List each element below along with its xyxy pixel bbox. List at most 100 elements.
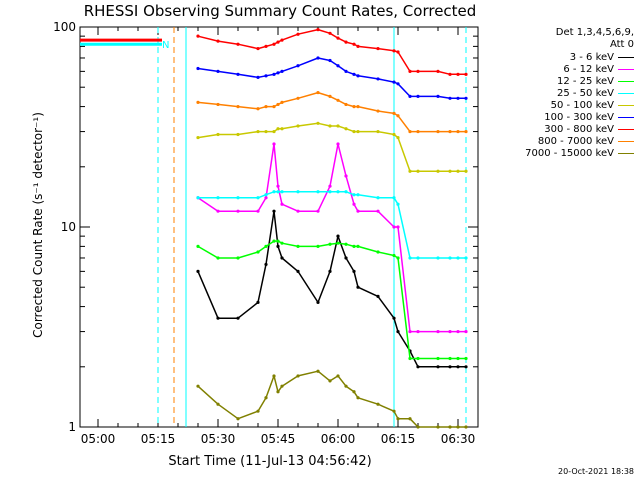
data-point [392,80,396,84]
data-point [336,190,340,194]
data-point [296,32,300,36]
data-point [396,114,400,118]
data-point [392,196,396,200]
data-point [336,98,340,102]
x-tick-label: 05:30 [201,432,236,446]
series-line [197,122,466,172]
data-point [236,132,240,137]
data-point [344,174,348,178]
data-point [196,269,200,273]
data-point [464,329,468,334]
x-tick-label: 06:15 [381,432,416,446]
data-point [448,329,452,334]
data-point [356,209,360,213]
data-point [216,102,220,107]
data-point [272,142,276,146]
data-point [296,209,300,213]
data-point [344,190,348,194]
data-point [352,193,356,197]
data-point [256,107,260,111]
data-point [408,129,412,134]
legend-entry-label: 3 - 6 keV [569,51,614,63]
data-point [336,374,340,378]
data-point [456,72,460,76]
data-point [376,129,380,134]
data-point [376,77,380,81]
data-point [296,374,300,378]
data-point [396,82,400,86]
data-point [272,239,276,243]
series-line [197,370,466,428]
data-point [392,132,396,137]
legend-entry: 3 - 6 keV [474,51,634,63]
data-point [276,71,280,75]
data-point [416,129,420,134]
data-point [436,129,440,134]
data-point [344,127,348,131]
data-point [352,72,356,76]
legend-entry-label: 800 - 7000 keV [537,135,614,147]
data-point [456,425,460,429]
data-point [336,142,340,146]
data-point [448,365,452,369]
data-point [352,390,356,394]
data-point [264,74,268,78]
data-point [464,169,468,173]
data-point [272,374,276,378]
data-point [236,316,240,320]
data-point [216,256,220,260]
data-point [392,49,396,53]
series-line [198,191,466,259]
data-point [464,72,468,76]
legend-swatch [618,128,634,130]
data-point [396,256,400,260]
data-point [356,129,360,134]
data-point [236,256,240,260]
data-point [464,129,468,134]
data-point [408,69,412,73]
data-point [464,356,468,361]
data-point [356,285,360,289]
legend-entry: 25 - 50 keV [474,87,634,99]
legend-entry: 7000 - 15000 keV [474,147,634,159]
data-point [344,69,348,73]
data-point [328,94,332,98]
data-point [436,169,440,173]
x-axis-label: Start Time (11-Jul-13 04:56:42) [168,454,372,469]
data-point [408,94,412,98]
legend-entry: 300 - 800 keV [474,123,634,135]
data-point [464,256,468,260]
data-point [264,396,268,400]
chart-title: RHESSI Observing Summary Count Rates, Co… [83,2,477,20]
data-point [456,169,460,173]
legend-swatch [618,80,634,82]
x-tick-label: 05:00 [81,432,116,446]
legend-entry: 50 - 100 keV [474,99,634,111]
series-line [197,240,466,360]
data-point [328,124,332,128]
data-point [280,241,284,245]
legend-swatch [618,92,634,94]
data-point [456,256,460,260]
legend-entry-label: 50 - 100 keV [550,99,614,111]
legend-swatch [618,152,634,154]
data-point [196,244,200,248]
data-point [448,96,452,100]
series-line [197,28,466,76]
data-point [296,244,300,248]
data-point [436,425,440,429]
data-point [280,190,284,194]
legend-entry: 6 - 12 keV [474,63,634,75]
data-point [216,196,220,200]
data-point [436,329,440,334]
data-point [196,100,200,104]
data-point [196,66,200,71]
data-point [276,184,280,188]
data-point [196,196,200,200]
data-point [356,74,360,78]
data-point [376,250,380,254]
data-point [408,169,412,173]
data-point [328,31,332,35]
data-point [336,64,340,68]
data-point [416,94,420,98]
